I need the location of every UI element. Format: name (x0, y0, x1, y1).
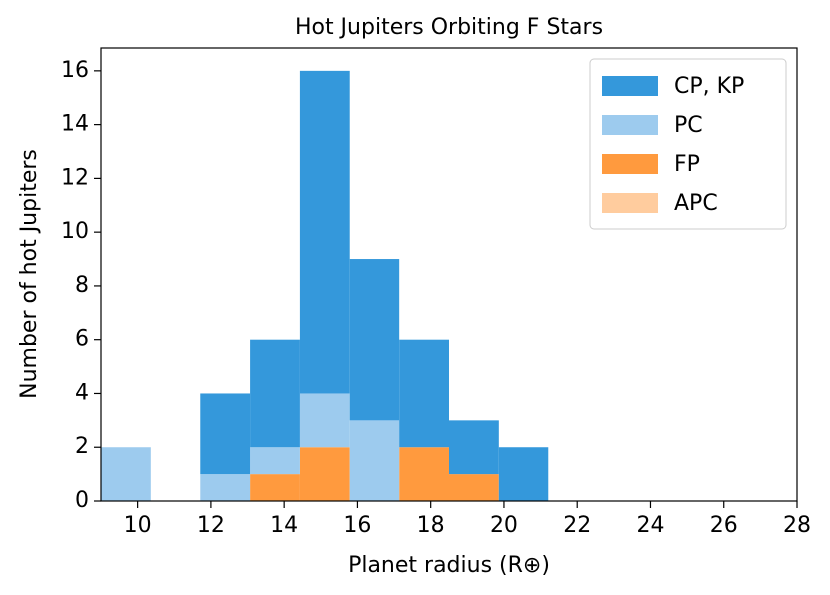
bar (449, 420, 499, 475)
y-tick-label: 10 (61, 219, 89, 244)
bar (498, 447, 549, 501)
bar (250, 339, 300, 448)
legend-label: APC (674, 191, 718, 216)
chart-title: Hot Jupiters Orbiting F Stars (295, 15, 603, 40)
legend-label: CP, KP (674, 74, 744, 99)
legend-swatch (602, 115, 658, 135)
bar (399, 447, 449, 501)
bar (449, 474, 499, 501)
y-tick-label: 2 (75, 434, 89, 459)
bar (349, 420, 400, 501)
y-axis-label: Number of hot Jupiters (17, 149, 42, 399)
y-tick-label: 16 (61, 58, 89, 83)
bar (101, 447, 151, 501)
x-tick-label: 10 (124, 513, 152, 538)
bar (399, 339, 449, 448)
bar (299, 447, 350, 501)
x-tick-label: 22 (563, 513, 591, 538)
y-tick-label: 4 (75, 380, 89, 405)
x-tick-label: 12 (197, 513, 225, 538)
plot-frame (100, 47, 798, 502)
y-tick-label: 0 (75, 488, 89, 513)
x-axis-label: Planet radius (R⊕) (348, 553, 550, 578)
bar (250, 474, 300, 501)
bar (349, 259, 400, 421)
y-tick-label: 8 (75, 273, 89, 298)
bar (299, 393, 350, 448)
y-tick-label: 6 (75, 327, 89, 352)
x-tick-label: 20 (490, 513, 518, 538)
x-tick-label: 24 (636, 513, 664, 538)
bar (250, 447, 300, 475)
x-tick-label: 26 (710, 513, 738, 538)
x-tick-label: 28 (783, 513, 811, 538)
bar (200, 474, 251, 501)
legend-box (589, 58, 787, 230)
legend-label: PC (674, 113, 703, 138)
legend-swatch (602, 76, 658, 96)
y-tick-label: 12 (61, 165, 89, 190)
y-tick-label: 14 (61, 112, 89, 137)
bar (299, 70, 350, 394)
legend-swatch (602, 154, 658, 174)
x-tick-label: 16 (343, 513, 371, 538)
legend-label: FP (674, 152, 700, 177)
x-tick-label: 14 (270, 513, 298, 538)
legend-swatch (602, 193, 658, 213)
bar (200, 393, 251, 475)
x-tick-label: 18 (417, 513, 445, 538)
